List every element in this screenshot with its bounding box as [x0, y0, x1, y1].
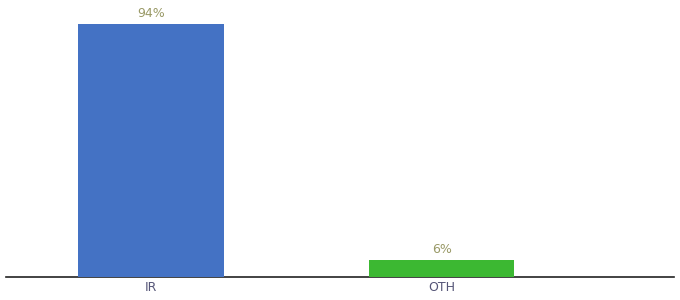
- Bar: [78, 24, 224, 277]
- Bar: [369, 260, 515, 277]
- Text: 94%: 94%: [137, 7, 165, 20]
- Text: 6%: 6%: [432, 244, 452, 256]
